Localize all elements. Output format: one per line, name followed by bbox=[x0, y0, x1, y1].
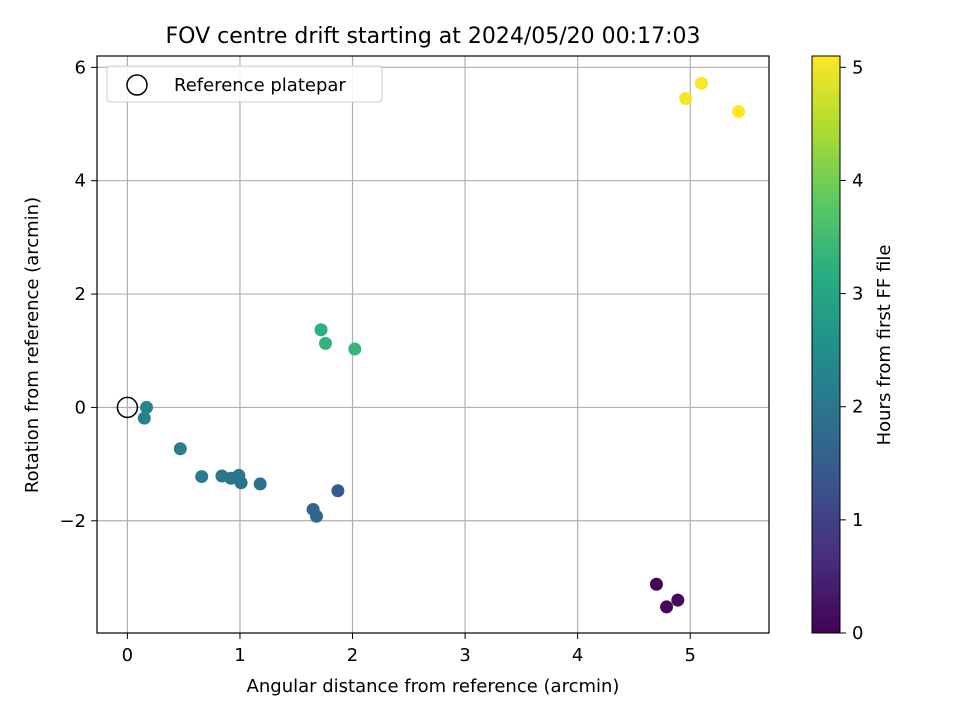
x-tick-label: 0 bbox=[122, 645, 133, 666]
data-point bbox=[348, 342, 362, 356]
colorbar-tick-label: 5 bbox=[852, 57, 863, 78]
data-point bbox=[732, 105, 746, 119]
colorbar: 0 1 2 3 4 5 Hours from first FF file bbox=[811, 55, 895, 644]
y-axis-label: Rotation from reference (arcmin) bbox=[22, 197, 43, 493]
y-tick-label: 2 bbox=[75, 284, 86, 305]
reference-marker bbox=[116, 396, 139, 419]
grid-lines bbox=[97, 56, 769, 633]
data-point bbox=[173, 442, 187, 456]
x-axis-ticks: 0 1 2 3 4 5 bbox=[122, 633, 696, 666]
data-point bbox=[253, 477, 267, 491]
colorbar-tick-label: 1 bbox=[852, 510, 863, 531]
y-tick-label: 6 bbox=[75, 57, 86, 78]
data-point bbox=[671, 593, 685, 607]
colorbar-label: Hours from first FF file bbox=[874, 245, 895, 446]
data-point bbox=[679, 92, 693, 106]
colorbar-ticks: 0 1 2 3 4 5 bbox=[840, 57, 863, 644]
data-point bbox=[694, 76, 708, 90]
x-tick-label: 4 bbox=[572, 645, 583, 666]
data-point bbox=[331, 484, 345, 498]
data-point bbox=[309, 509, 323, 523]
legend: Reference platepar bbox=[106, 65, 383, 103]
y-tick-label: 4 bbox=[75, 171, 86, 192]
x-tick-label: 2 bbox=[347, 645, 358, 666]
legend-reference-symbol bbox=[126, 74, 148, 96]
y-tick-label: −2 bbox=[59, 511, 86, 532]
data-point bbox=[137, 411, 151, 425]
y-tick-label: 0 bbox=[75, 397, 86, 418]
x-tick-label: 1 bbox=[234, 645, 245, 666]
legend-entry-reference: Reference platepar bbox=[174, 75, 346, 96]
data-point bbox=[319, 336, 333, 350]
data-point bbox=[215, 469, 229, 483]
colorbar-tick-label: 4 bbox=[852, 170, 863, 191]
colorbar-tick-label: 0 bbox=[852, 623, 863, 644]
colorbar-tick-label: 3 bbox=[852, 284, 863, 305]
colorbar-tick-label: 2 bbox=[852, 397, 863, 418]
data-point bbox=[314, 323, 328, 337]
y-axis-ticks: −2 0 2 4 6 bbox=[59, 57, 97, 532]
x-tick-label: 5 bbox=[684, 645, 695, 666]
plot-area-frame bbox=[96, 55, 770, 634]
data-points bbox=[137, 76, 746, 614]
colorbar-gradient bbox=[811, 55, 841, 634]
x-axis-label: Angular distance from reference (arcmin) bbox=[247, 676, 620, 697]
data-point bbox=[649, 577, 663, 591]
x-tick-label: 3 bbox=[459, 645, 470, 666]
data-point bbox=[140, 400, 154, 414]
legend-box bbox=[106, 65, 383, 103]
data-point bbox=[660, 600, 674, 614]
data-point bbox=[195, 470, 209, 484]
reference-point bbox=[116, 396, 139, 419]
chart-title: FOV centre drift starting at 2024/05/20 … bbox=[166, 24, 701, 49]
